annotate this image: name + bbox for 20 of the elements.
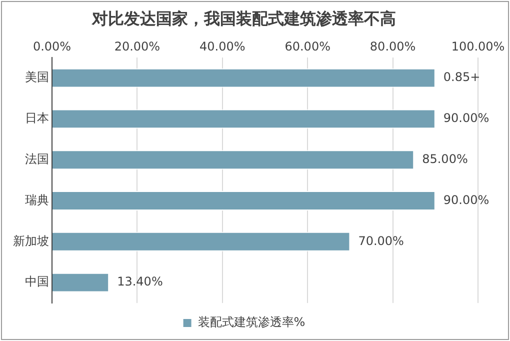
data-label: 70.00%	[358, 234, 404, 248]
data-label: 85.00%	[422, 152, 468, 166]
data-label: 90.00%	[443, 111, 490, 126]
y-tick-label: 瑞典	[25, 192, 49, 207]
chart-title: 对比发达国家，我国装配式建筑渗透率不高	[91, 8, 396, 28]
x-tick-label: 80.00%	[370, 40, 416, 54]
x-tick-label: 20.00%	[114, 40, 160, 54]
x-tick-label: 40.00%	[200, 40, 246, 54]
legend-label: 装配式建筑渗透率%	[198, 315, 306, 330]
y-tick-label: 美国	[25, 70, 49, 84]
y-tick-label: 法国	[25, 152, 49, 166]
data-label: 90.00%	[443, 192, 490, 207]
y-tick-label: 中国	[25, 274, 49, 289]
data-label: 13.40%	[117, 274, 163, 289]
x-tick-label: 0.00%	[32, 40, 72, 54]
y-tick-label: 新加坡	[13, 234, 49, 248]
data-label: 0.85+	[443, 70, 480, 84]
x-tick-label: 100.00%	[451, 40, 505, 54]
y-tick-label: 日本	[25, 111, 49, 126]
x-tick-label: 60.00%	[284, 40, 330, 54]
